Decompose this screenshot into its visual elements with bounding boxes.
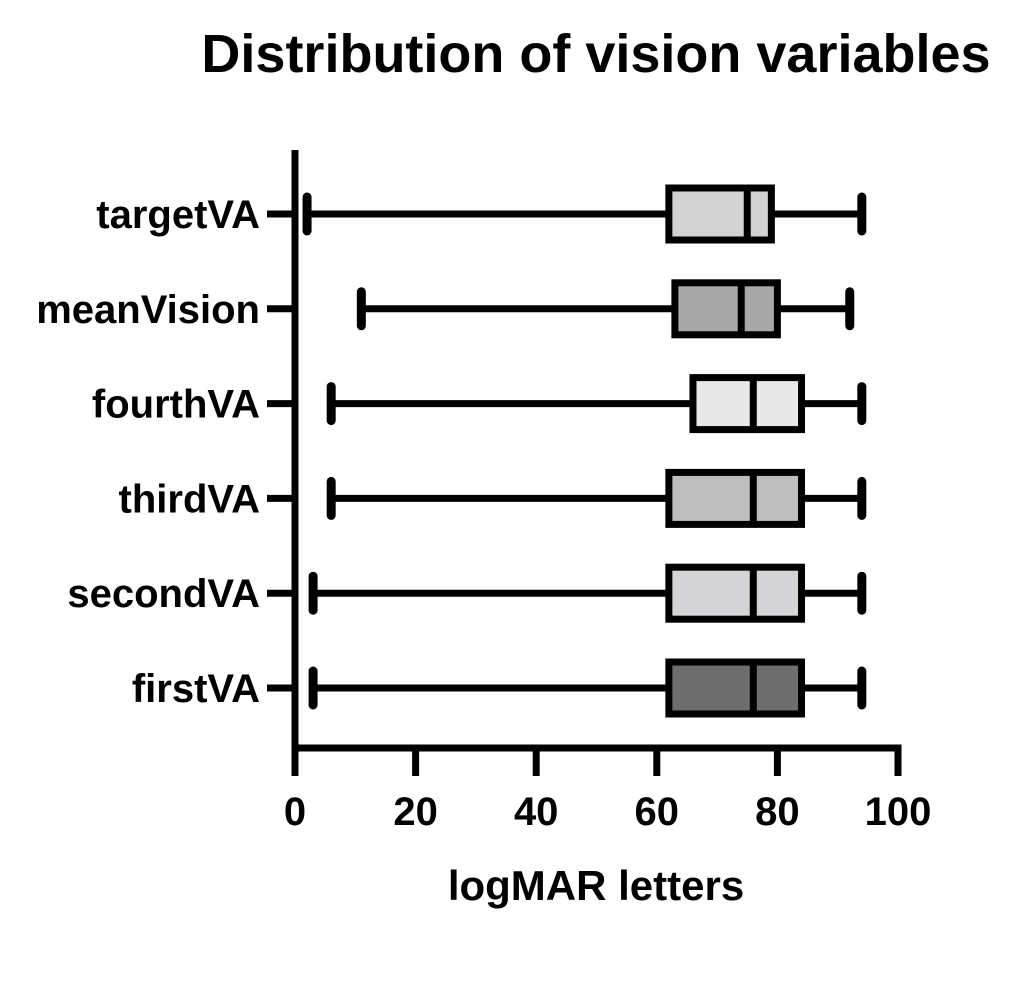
category-label: firstVA (132, 667, 260, 711)
x-axis-label: logMAR letters (448, 862, 744, 909)
box-row-firstVA: firstVA (132, 658, 867, 718)
box-row-secondVA: secondVA (67, 563, 867, 623)
box-row-meanVision: meanVision (36, 279, 855, 339)
x-tick-label: 40 (514, 790, 559, 834)
category-label: targetVA (96, 193, 260, 237)
x-tick-label: 0 (284, 790, 306, 834)
category-label: meanVision (36, 288, 260, 332)
x-tick-label: 20 (393, 790, 438, 834)
category-label: thirdVA (119, 477, 260, 521)
plot-area: 0 20 40 60 80 100 targetVA meanVision fourthVA th… (36, 150, 931, 834)
category-label: secondVA (67, 572, 260, 616)
category-label: fourthVA (92, 383, 260, 427)
x-tick-label: 80 (755, 790, 800, 834)
iqr-box (665, 468, 806, 528)
box-row-thirdVA: thirdVA (119, 468, 867, 528)
x-tick-label: 100 (865, 790, 932, 834)
chart-title: Distribution of vision variables (201, 24, 990, 84)
box-row-targetVA: targetVA (96, 184, 867, 244)
iqr-box (665, 563, 806, 623)
x-tick-label: 60 (635, 790, 680, 834)
iqr-box (665, 184, 775, 244)
box-row-fourthVA: fourthVA (92, 374, 867, 434)
iqr-box (671, 279, 781, 339)
iqr-box (689, 374, 806, 434)
iqr-box (665, 658, 806, 718)
